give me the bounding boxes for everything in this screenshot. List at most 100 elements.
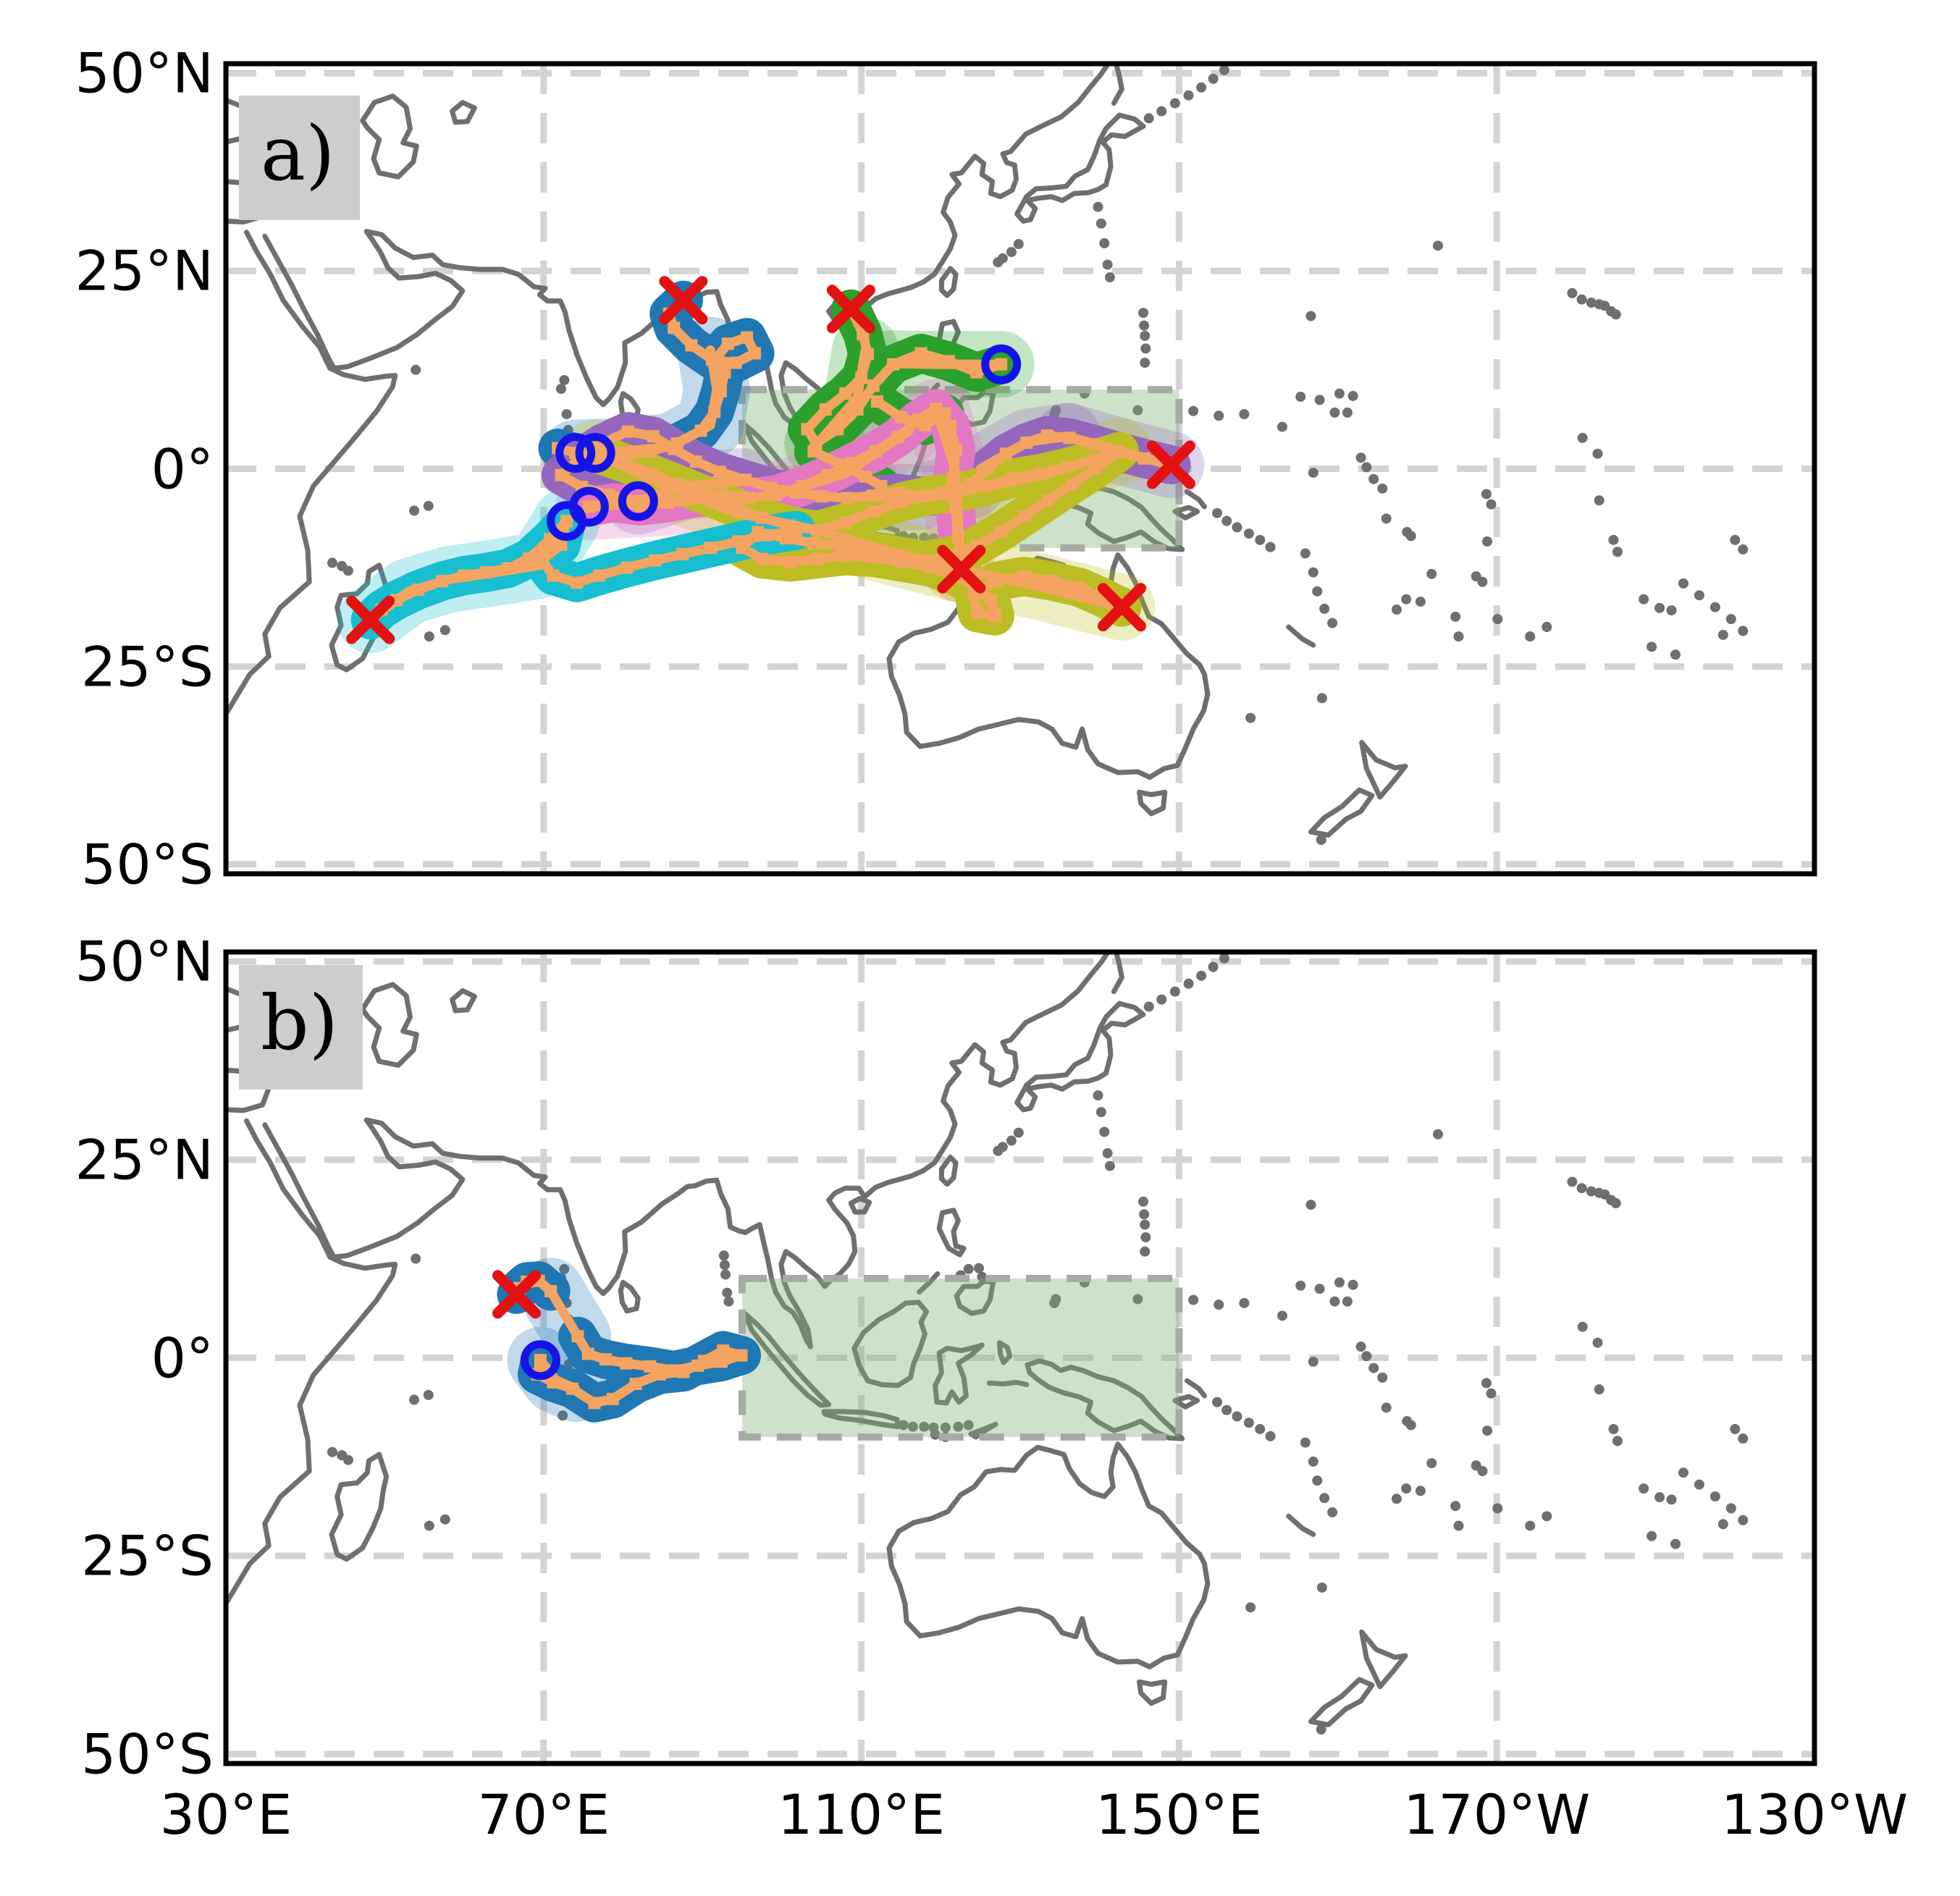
event-purple-track-point [689, 455, 702, 468]
y-tick-label-b: 25°S [81, 1523, 214, 1588]
event-blue-b-track-point [715, 1355, 728, 1368]
island-dot [1694, 590, 1704, 601]
event-cyan-track-point [544, 533, 557, 546]
island-dot [1139, 320, 1150, 331]
island-dot [561, 409, 572, 420]
island-dot [1245, 1602, 1256, 1613]
island-dot [898, 1420, 909, 1431]
event-cyan-track-point [501, 562, 514, 575]
event-blue-b-track-point [668, 1364, 681, 1377]
island-dot [919, 1421, 930, 1432]
event-cyan-track-point [547, 569, 560, 582]
event-pink-track-point [869, 444, 882, 458]
island-dot [1140, 330, 1151, 341]
island-dot [1612, 547, 1623, 557]
event-pink-track-point [951, 530, 964, 543]
event-olive-end-x-marker [1097, 583, 1146, 632]
island-dot [1486, 1388, 1497, 1399]
event-purple-start-circle-marker [618, 481, 658, 521]
event-purple-track-point [621, 425, 634, 438]
island-dot [558, 1410, 568, 1421]
island-dot [1013, 239, 1024, 250]
island-dot [1140, 1232, 1151, 1243]
event-olive-track-point [755, 511, 768, 524]
study-region-box [739, 1275, 1183, 1441]
event-cyan-track-point [536, 554, 549, 567]
island-dot [1232, 522, 1242, 533]
island-dot [1095, 1107, 1106, 1118]
event-blue-track-point [685, 339, 698, 352]
island-dot [1654, 602, 1665, 613]
coastline [223, 229, 398, 717]
island-dot [1381, 513, 1392, 524]
event-olive-track-point [839, 516, 852, 529]
panel-label-b: b) [239, 965, 363, 1090]
event-green-track-point [839, 387, 852, 400]
island-dot [1592, 448, 1603, 459]
island-dot [1316, 1582, 1327, 1593]
event-olive-track-point [728, 500, 741, 513]
island-dot [1717, 1519, 1728, 1530]
island-dot [1013, 1127, 1024, 1138]
y-tick-label-a: 0° [151, 437, 214, 501]
panel-b-border [223, 949, 1817, 1766]
island-dot [1265, 1431, 1276, 1441]
island-dot [1612, 1436, 1623, 1446]
island-dot [1730, 534, 1741, 545]
event-olive-track-point [922, 489, 935, 502]
island-dot [1567, 1176, 1578, 1187]
island-dot [1377, 1372, 1388, 1383]
coastline [1308, 787, 1375, 838]
event-olive-track-point [867, 551, 880, 564]
island-dot [1405, 531, 1416, 542]
island-dot [1104, 272, 1115, 283]
island-dot [1093, 1090, 1103, 1101]
event-green-track-point [871, 395, 884, 408]
island-dot [1132, 1294, 1143, 1305]
event-olive-track-point [1061, 460, 1074, 473]
coastline [917, 1271, 941, 1295]
coastline [329, 1452, 390, 1562]
island-dot [1099, 1126, 1110, 1137]
island-dot [559, 1263, 570, 1274]
island-dot [1140, 1219, 1151, 1230]
island-dot [1334, 388, 1345, 399]
island-dot [424, 1520, 434, 1531]
event-blue-b-track-point [620, 1357, 633, 1370]
event-olive-track-point [1041, 494, 1054, 507]
island-dot [993, 257, 1004, 268]
island-dot [1316, 693, 1327, 704]
coastline [938, 1155, 959, 1187]
x-tick-label: 110°E [778, 1782, 946, 1847]
coastline [938, 266, 959, 298]
island-dot [1738, 1433, 1749, 1444]
island-dot [1610, 1198, 1621, 1209]
coastline [1286, 1513, 1316, 1538]
event-cyan-track-point [435, 575, 448, 588]
island-dot [1104, 1160, 1115, 1171]
island-dot [1594, 1384, 1604, 1395]
island-dot [342, 1454, 353, 1465]
coastline [1014, 1000, 1146, 1113]
event-olive-track-point [835, 540, 848, 553]
event-pink-track-point [891, 431, 904, 444]
event-olive-track-point [1017, 510, 1030, 523]
event-olive-track-point [1089, 463, 1102, 475]
island-dot [439, 625, 450, 636]
island-dot [1450, 1501, 1461, 1512]
island-dot [1450, 611, 1461, 622]
y-tick-label-b: 0° [151, 1326, 214, 1390]
event-blue-b-track-point [588, 1396, 601, 1410]
island-dot [1219, 953, 1229, 964]
island-dot [1188, 405, 1199, 416]
island-dot [1239, 409, 1250, 420]
island-dot [1183, 90, 1194, 101]
event-purple-track-point [668, 442, 681, 455]
island-dot [1594, 495, 1604, 506]
island-dot [1592, 1337, 1603, 1348]
coastline [997, 1340, 1013, 1365]
island-dot [1492, 614, 1503, 625]
event-blue-track-point [749, 347, 762, 360]
island-dot [1140, 1246, 1151, 1257]
